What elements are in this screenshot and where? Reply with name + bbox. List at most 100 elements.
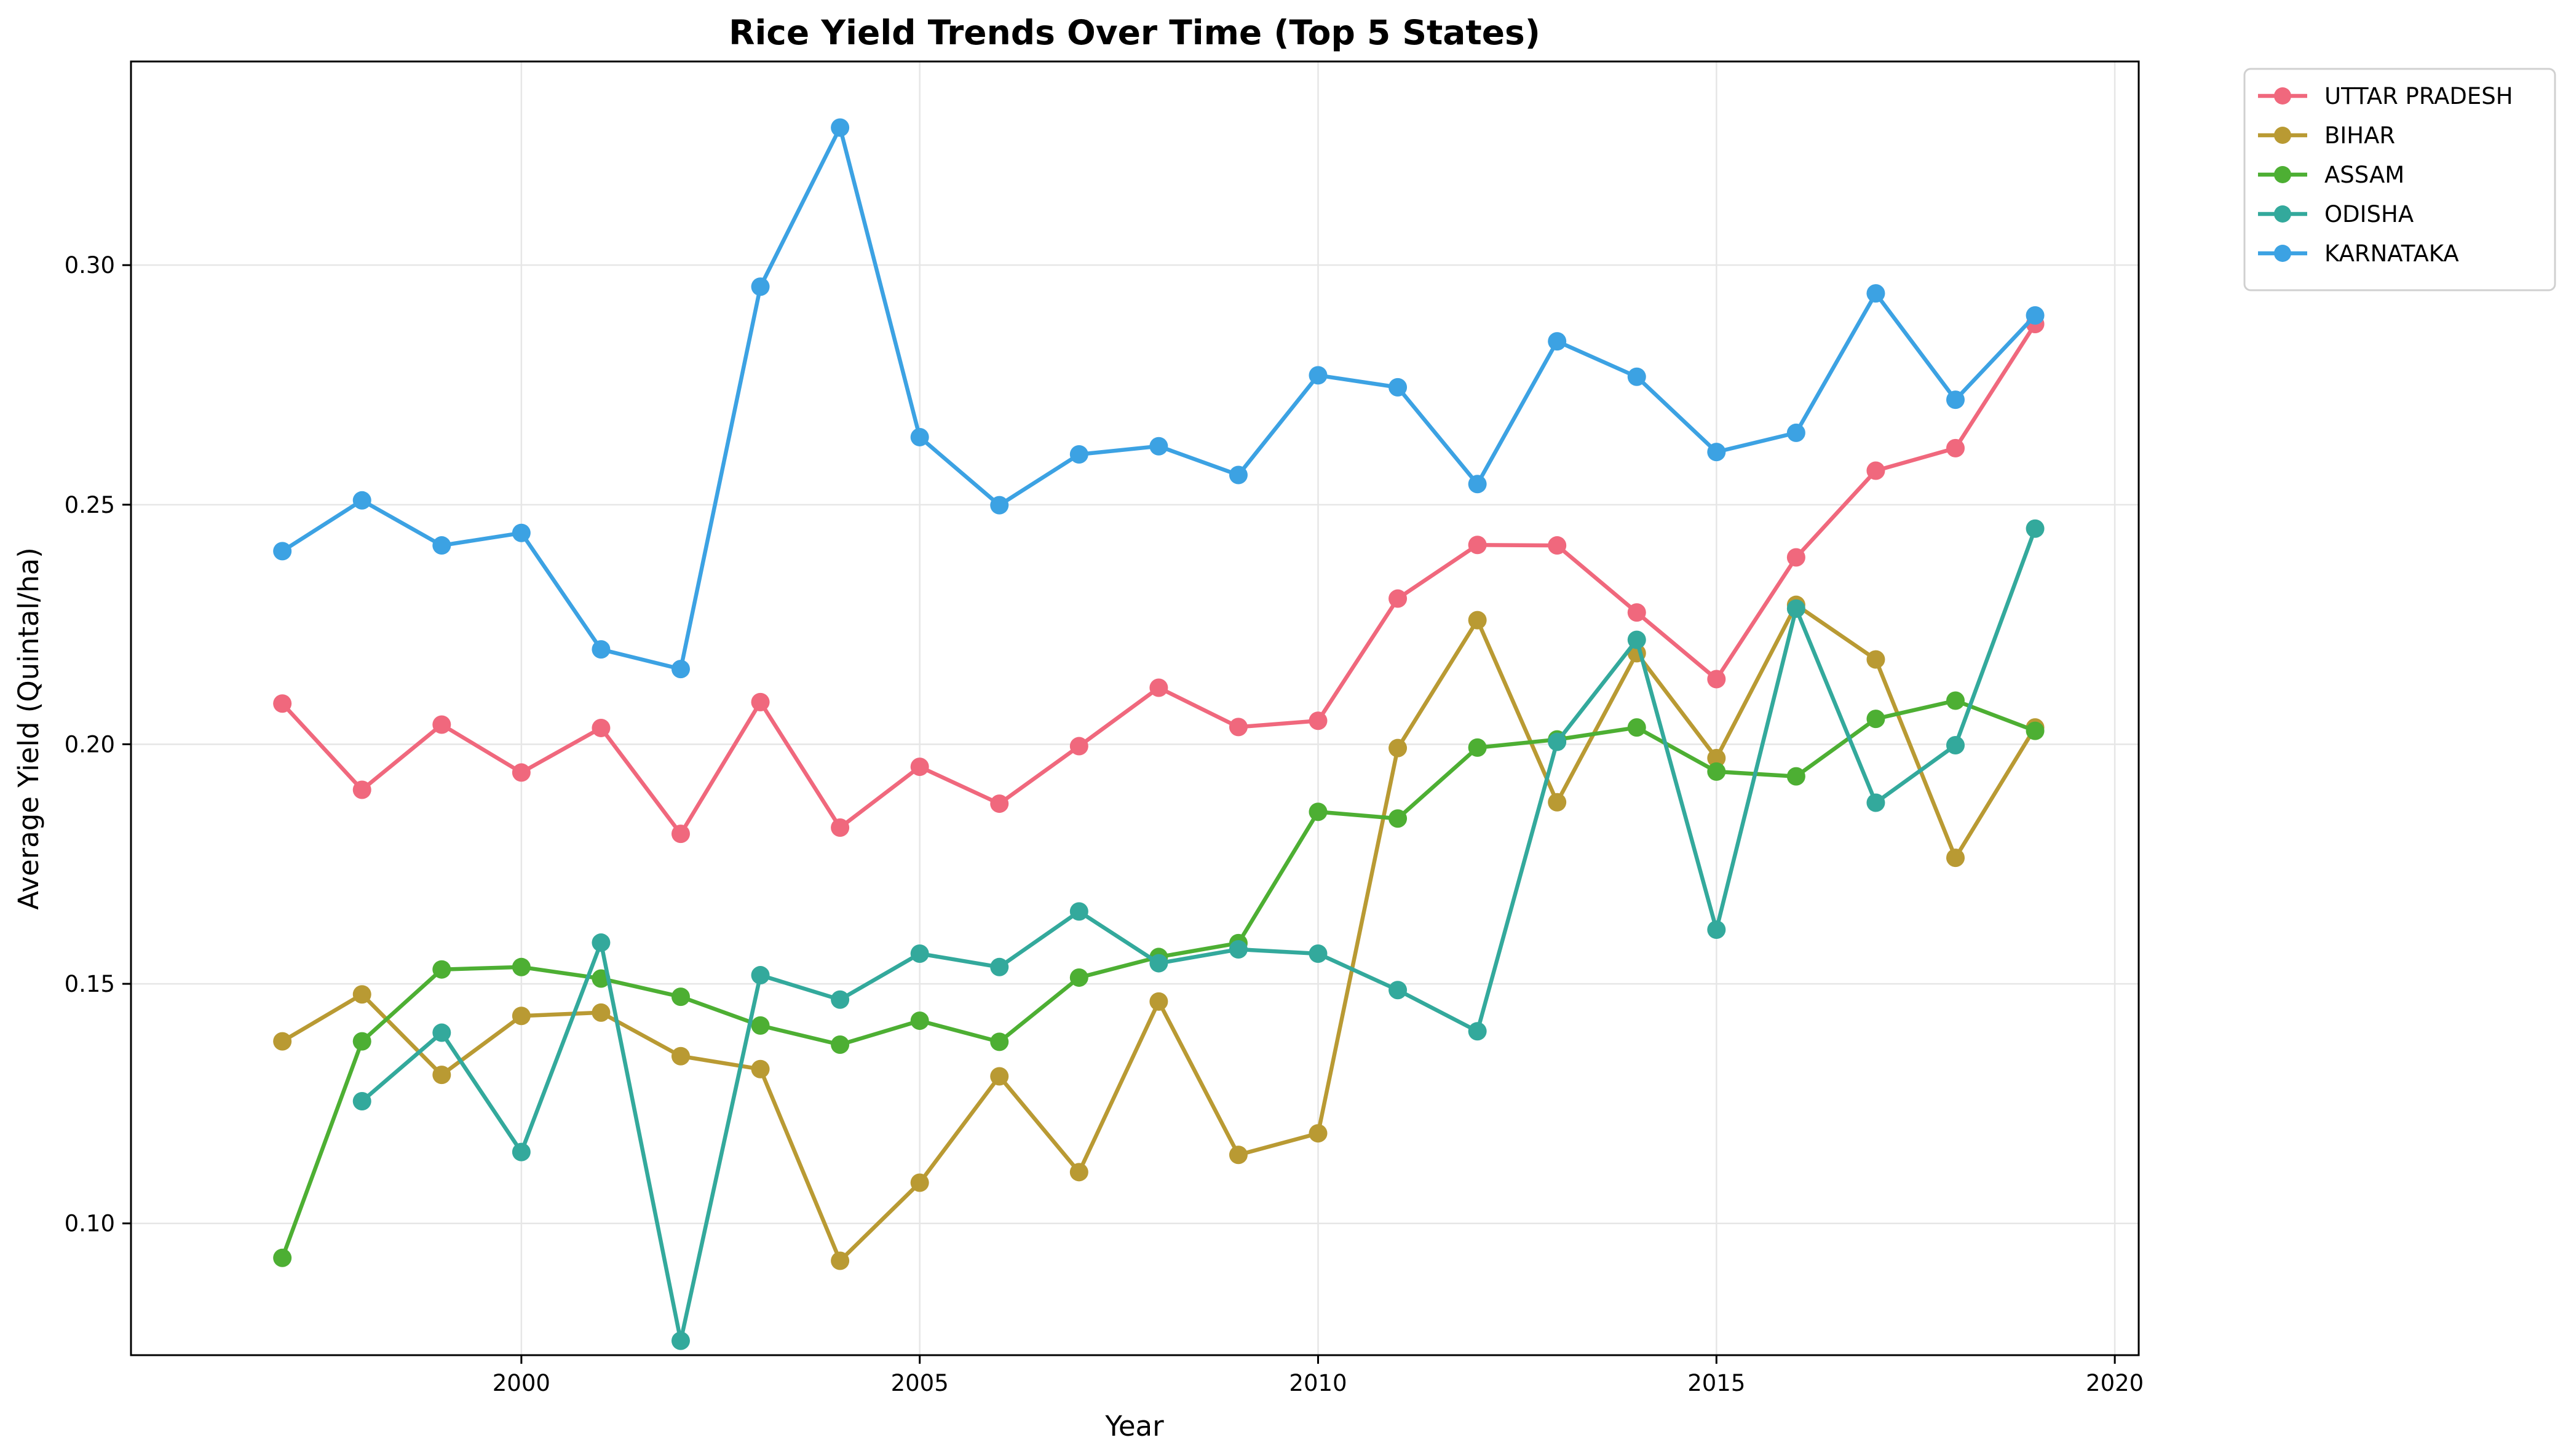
data-point-bihar [751, 1059, 770, 1078]
data-point-karnataka [1069, 445, 1088, 464]
data-point-assam [1866, 710, 1885, 729]
data-point-assam [831, 1035, 850, 1054]
x-tick-label: 2010 [1289, 1370, 1347, 1396]
data-point-uttar-pradesh [1309, 711, 1328, 730]
data-point-uttar-pradesh [1229, 718, 1248, 737]
data-point-karnataka [1627, 367, 1646, 386]
data-point-bihar [592, 1003, 611, 1022]
data-point-bihar [1548, 793, 1567, 812]
data-point-bihar [1468, 611, 1487, 630]
data-point-karnataka [910, 427, 929, 446]
data-point-assam [512, 957, 531, 976]
data-point-uttar-pradesh [751, 692, 770, 711]
data-point-bihar [1707, 749, 1726, 768]
data-point-odisha [1866, 793, 1885, 812]
data-point-karnataka [432, 536, 451, 555]
legend-label: BIHAR [2324, 122, 2395, 149]
data-point-assam [1388, 809, 1408, 828]
legend-item-uttar-pradesh: UTTAR PRADESH [2258, 83, 2513, 109]
data-point-karnataka [1548, 332, 1567, 351]
data-point-bihar [352, 985, 371, 1004]
data-point-uttar-pradesh [432, 715, 451, 734]
data-point-uttar-pradesh [1707, 670, 1726, 689]
series-karnataka [273, 118, 2045, 679]
x-axis-ticks: 2000 2005 2010 2015 2020 [493, 1355, 2144, 1396]
y-tick-label: 0.20 [65, 731, 115, 758]
data-point-karnataka [671, 660, 690, 679]
data-point-bihar [1309, 1124, 1328, 1143]
data-point-bihar [512, 1007, 531, 1026]
data-point-uttar-pradesh [592, 718, 611, 737]
y-tick-label: 0.15 [65, 971, 115, 997]
data-point-karnataka [1468, 475, 1487, 494]
data-point-assam [1627, 718, 1646, 737]
data-point-assam [432, 960, 451, 979]
legend: UTTAR PRADESH BIHAR ASSAM ODISHA KARNATAKA [2243, 68, 2556, 291]
data-point-assam [273, 1248, 292, 1267]
data-point-uttar-pradesh [1548, 536, 1567, 555]
data-point-odisha [1627, 630, 1646, 649]
data-point-uttar-pradesh [1468, 536, 1487, 555]
data-point-assam [1946, 691, 1965, 710]
data-point-uttar-pradesh [1866, 461, 1885, 480]
data-point-bihar [1149, 992, 1168, 1011]
data-point-uttar-pradesh [910, 758, 929, 777]
data-point-karnataka [1388, 378, 1408, 397]
data-point-assam [2026, 721, 2045, 740]
data-point-bihar [831, 1251, 850, 1270]
data-point-bihar [1229, 1145, 1248, 1165]
legend-swatch-marker [2274, 205, 2291, 223]
x-tick-label: 2005 [891, 1370, 949, 1396]
data-point-bihar [432, 1066, 451, 1085]
data-point-bihar [1388, 738, 1408, 758]
data-point-odisha [432, 1023, 451, 1042]
data-point-uttar-pradesh [831, 818, 850, 837]
legend-swatch-marker [2274, 127, 2291, 144]
legend-label: UTTAR PRADESH [2324, 83, 2513, 109]
legend-item-odisha: ODISHA [2258, 201, 2414, 228]
data-point-karnataka [273, 542, 292, 561]
data-point-odisha [831, 990, 850, 1009]
data-point-odisha [1786, 599, 1805, 618]
y-tick-label: 0.30 [65, 252, 115, 279]
data-point-uttar-pradesh [671, 825, 690, 844]
data-point-karnataka [1229, 465, 1248, 485]
data-point-odisha [592, 933, 611, 952]
x-tick-label: 2015 [1687, 1370, 1745, 1396]
data-point-odisha [1069, 902, 1088, 921]
data-point-uttar-pradesh [990, 794, 1009, 813]
data-point-odisha [512, 1142, 531, 1161]
series-group [273, 118, 2045, 1350]
legend-swatch-marker [2274, 166, 2291, 183]
data-point-karnataka [1149, 437, 1168, 456]
data-point-odisha [1707, 920, 1726, 940]
series-odisha [352, 519, 2045, 1350]
data-point-karnataka [831, 118, 850, 137]
series-uttar-pradesh [273, 315, 2045, 844]
data-point-karnataka [2026, 306, 2045, 325]
data-point-odisha [1548, 732, 1567, 751]
data-point-uttar-pradesh [512, 763, 531, 782]
y-axis-ticks: 0.10 0.15 0.20 0.25 0.30 [65, 252, 131, 1237]
data-point-uttar-pradesh [1069, 737, 1088, 756]
data-point-uttar-pradesh [1388, 589, 1408, 608]
data-point-karnataka [1946, 390, 1965, 410]
data-point-assam [1707, 762, 1726, 781]
data-point-karnataka [1866, 284, 1885, 303]
data-point-uttar-pradesh [352, 780, 371, 799]
data-point-odisha [751, 966, 770, 985]
data-point-karnataka [1309, 366, 1328, 385]
y-tick-label: 0.10 [65, 1211, 115, 1237]
x-tick-label: 2000 [493, 1370, 550, 1396]
data-point-bihar [273, 1032, 292, 1051]
data-point-uttar-pradesh [1786, 548, 1805, 567]
data-point-assam [671, 987, 690, 1007]
data-point-karnataka [592, 640, 611, 659]
legend-item-karnataka: KARNATAKA [2258, 240, 2459, 267]
data-point-bihar [990, 1067, 1009, 1086]
legend-swatch-marker [2274, 245, 2291, 262]
data-point-assam [352, 1032, 371, 1051]
data-point-bihar [1866, 650, 1885, 669]
